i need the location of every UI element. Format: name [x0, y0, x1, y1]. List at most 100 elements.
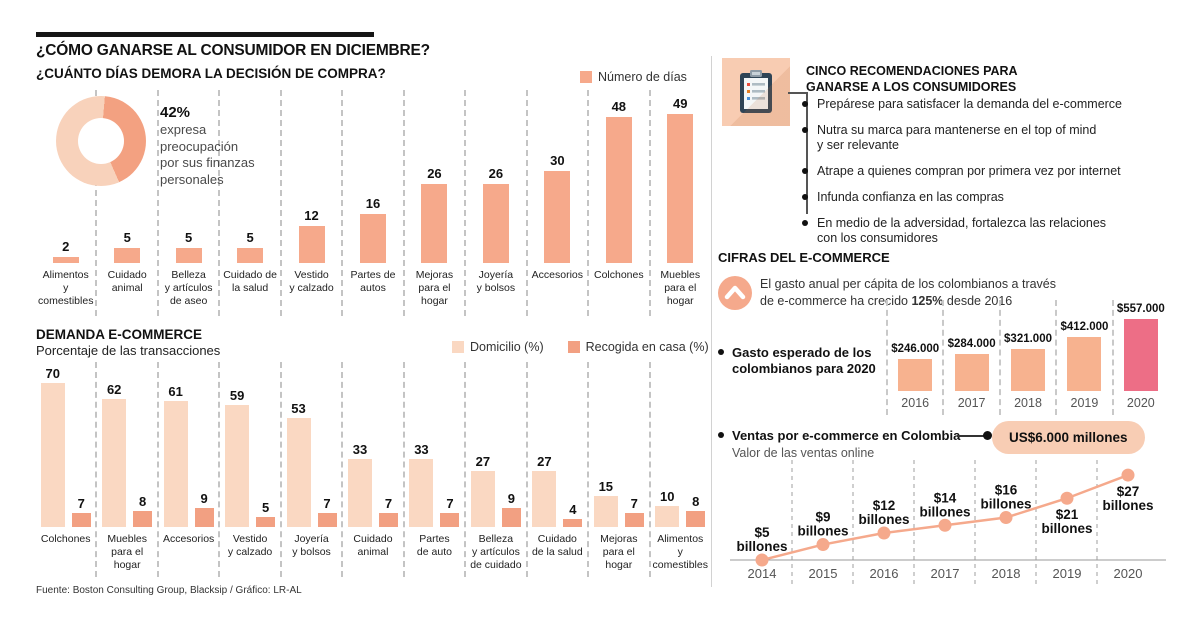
bar	[194, 508, 214, 527]
category-label: Alimentos y comestibles	[652, 533, 708, 571]
svg-text:$16: $16	[995, 483, 1018, 498]
category-label: Vestido y calzado	[227, 533, 273, 558]
svg-text:$21: $21	[1056, 507, 1079, 522]
year-label: 2018	[1014, 396, 1042, 410]
bar	[40, 383, 65, 527]
donut-caption: 42% expresa preocupación por sus finanzas p…	[160, 103, 255, 189]
recommendation-item: En medio de la adversidad, fortalezca la…	[802, 216, 1190, 246]
category-label: Joyería y bolsos	[292, 533, 331, 558]
year-label: 2016	[901, 396, 930, 410]
value-label: 59	[229, 388, 245, 403]
sales-label: Ventas por e-commerce en Colombia	[718, 428, 960, 443]
svg-text:billones: billones	[1102, 498, 1153, 513]
legend-swatch-domicilio	[452, 341, 464, 353]
svg-text:2015: 2015	[809, 566, 838, 581]
category-label: Alimentos y comestibles	[38, 269, 94, 307]
value-label: $321.000	[1004, 333, 1052, 345]
value-label: 7	[323, 496, 331, 511]
bar-unit-domicilio: 61	[163, 384, 188, 527]
legend-item-recogida: Recogida en casa (%)	[567, 340, 709, 354]
svg-text:billones: billones	[858, 512, 909, 527]
chart3-column: $246.000 2016	[886, 300, 942, 415]
chart2-column: 59 5 Vestido y calzado	[218, 362, 279, 577]
value-label: $557.000	[1116, 303, 1165, 315]
category-label: Partes de auto	[416, 533, 452, 558]
svg-text:billones: billones	[736, 539, 787, 554]
bar-unit-recogida: 9	[194, 491, 214, 527]
recommendation-item: Infunda confianza en las compras	[802, 190, 1190, 205]
category-label: Colchones	[40, 533, 91, 545]
page-title: ¿CÓMO GANARSE AL CONSUMIDOR EN DICIEMBRE…	[36, 42, 430, 59]
bar	[256, 517, 276, 527]
bar	[317, 513, 337, 527]
category-label: Muebles para el hogar	[660, 269, 701, 307]
year-label: 2017	[957, 396, 986, 410]
recommendations-title: CINCO RECOMENDACIONES PARA GANARSE A LOS…	[806, 64, 1018, 94]
legend-item-domicilio: Domicilio (%)	[452, 340, 544, 354]
value-label: 4	[569, 502, 577, 517]
value-label: 53	[291, 401, 306, 416]
source-credit: Fuente: Boston Consulting Group, Blacksi…	[36, 585, 302, 596]
bar	[1011, 349, 1046, 391]
chart1-column: 5 Cuidado de la salud	[218, 90, 279, 316]
chart1-column: 5 Belleza y artículos de aseo	[156, 90, 218, 316]
category-label: Belleza y artículos de cuidado	[470, 533, 522, 571]
svg-text:billones: billones	[919, 504, 970, 519]
bar	[286, 418, 311, 527]
bar	[563, 519, 583, 527]
bar	[225, 405, 250, 527]
chart2-column: 61 9 Accesorios	[156, 362, 218, 577]
bar	[544, 171, 571, 263]
bar-unit-recogida: 4	[563, 502, 583, 527]
connector-line-v	[806, 92, 808, 214]
bar-unit-recogida: 7	[624, 496, 644, 527]
value-label: 5	[246, 230, 254, 245]
demanda-title: DEMANDA E-COMMERCE	[36, 327, 202, 342]
category-label: Cuidado de la salud	[531, 533, 583, 558]
legend-label-dias: Número de días	[598, 70, 687, 84]
svg-text:$14: $14	[934, 490, 957, 505]
chart2-column: 15 7 Mejoras para el hogar	[587, 362, 648, 577]
svg-text:$27: $27	[1117, 484, 1140, 499]
value-label: 5	[185, 230, 193, 245]
chevron-up-circle-icon	[718, 276, 752, 310]
clipboard-icon	[740, 70, 772, 113]
svg-text:billones: billones	[980, 497, 1031, 512]
value-label: 49	[673, 96, 688, 111]
demand-grouped-bar-chart: 70 7 Colchones 62 8 Muebles para el hogar 61 9 Ac…	[36, 362, 710, 577]
svg-text:2014: 2014	[748, 566, 777, 581]
bullet-dot	[718, 432, 724, 438]
bullet-dot	[802, 101, 808, 107]
top-rule	[36, 32, 374, 37]
value-label: 9	[507, 491, 515, 506]
bar	[482, 184, 509, 263]
svg-text:$12: $12	[873, 498, 896, 513]
value-label: $246.000	[891, 343, 940, 355]
chart2-legend: Domicilio (%) Recogida en casa (%)	[452, 340, 709, 354]
value-label: 5	[261, 500, 270, 515]
chart2-column: 33 7 Partes de auto	[402, 362, 464, 577]
connector-line-h	[788, 92, 807, 94]
sales-badge: US$6.000 millones	[992, 421, 1145, 454]
bar	[52, 257, 79, 263]
category-label: Cuidado animal	[353, 533, 393, 558]
badge-connector-dot	[983, 431, 992, 440]
year-label: 2020	[1126, 396, 1155, 410]
bullet-dot	[718, 349, 724, 355]
donut-hole	[78, 118, 124, 164]
value-label: 61	[168, 384, 183, 399]
chart2-column: 10 8 Alimentos y comestibles	[648, 362, 710, 577]
recommendation-text: Atrape a quienes compran por primera vez…	[817, 164, 1121, 178]
legend-swatch-dias	[580, 71, 592, 83]
svg-text:2017: 2017	[931, 566, 960, 581]
panel-divider	[711, 56, 712, 587]
chart2-column: 27 9 Belleza y artículos de cuidado	[464, 362, 525, 577]
bar	[237, 248, 264, 263]
bar-unit-domicilio: 10	[655, 489, 680, 527]
category-label: Joyería y bolsos	[476, 269, 516, 294]
value-label: 33	[414, 442, 429, 457]
chart2-column: 53 7 Joyería y bolsos	[279, 362, 341, 577]
clipboard-icon-box	[722, 58, 790, 126]
donut-percentage: 42%	[160, 104, 191, 121]
bar	[378, 513, 398, 527]
